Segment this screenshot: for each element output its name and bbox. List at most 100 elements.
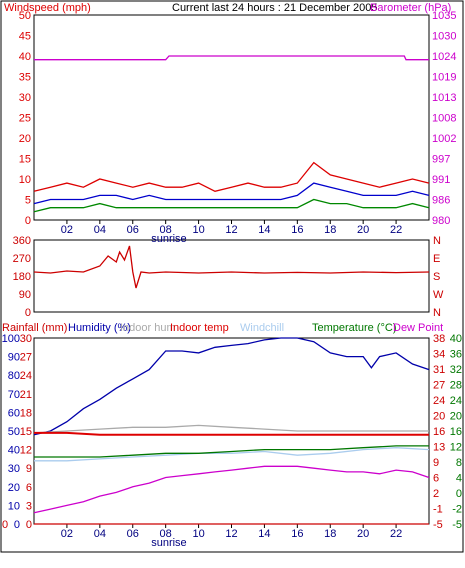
compass-label: S <box>433 271 440 283</box>
temp-left-y-tick-label: 15 <box>20 426 32 438</box>
temp-right1-y-tick-label: 20 <box>433 411 445 423</box>
temp-x-tick-label: 02 <box>61 528 73 540</box>
humidity-y-tick-label: 70 <box>8 389 20 401</box>
series-wind-direction <box>33 245 430 289</box>
humidity-y-tick-label: 0 <box>14 519 20 531</box>
temp-right1-y-tick-label: 24 <box>433 395 445 407</box>
temp-right2-y-tick-label: 0 <box>456 488 462 500</box>
wind-panel <box>33 14 430 221</box>
temp-right2-y-tick-label: -5 <box>452 519 462 531</box>
temp-right2-y-tick-label: 4 <box>456 473 462 485</box>
temp-x-tick-label: 18 <box>324 528 336 540</box>
temp-x-tick-label: 22 <box>390 528 402 540</box>
wind-x-tick-label: 02 <box>61 224 73 236</box>
temp-right2-y-tick-label: 12 <box>450 442 462 454</box>
wind-y-tick-label: 15 <box>19 154 31 166</box>
temp-right1-y-tick-label: 6 <box>433 473 439 485</box>
baro-y-tick-label: 997 <box>432 154 450 166</box>
outer-frame <box>0 0 464 553</box>
temp-right2-y-tick-label: 28 <box>450 380 462 392</box>
wind-x-tick-label: 08 <box>160 224 172 236</box>
temp-right1-y-tick-label: 38 <box>433 333 445 345</box>
wind-y-tick-label: 35 <box>19 72 31 84</box>
temp-right1-y-tick-label: 27 <box>433 380 445 392</box>
dir-y-tick-label: 360 <box>13 235 31 247</box>
baro-y-tick-label: 1030 <box>432 31 456 43</box>
baro-y-tick-label: 1002 <box>432 133 456 145</box>
temp-right1-y-tick-label: 9 <box>433 457 439 469</box>
humidity-y-tick-label: 60 <box>8 407 20 419</box>
temp-sunrise-label: sunrise <box>151 537 186 549</box>
legend-indoor-temp: Indoor temp <box>170 322 229 334</box>
wind-sunrise-label: sunrise <box>151 233 186 245</box>
humidity-y-tick-label: 30 <box>8 463 20 475</box>
temp-x-tick-label: 04 <box>94 528 106 540</box>
temp-right1-y-tick-label: -1 <box>433 504 443 516</box>
temp-left-y-tick-label: 24 <box>20 370 32 382</box>
temp-right1-y-tick-label: 31 <box>433 364 445 376</box>
legend-temperature: Temperature (°C) <box>312 322 396 334</box>
wind-y-tick-label: 5 <box>25 195 31 207</box>
baro-axis-title: Barometer (hPa) <box>370 2 451 14</box>
rain-y-tick-label: 0 <box>2 519 8 531</box>
legend-humidity: Humidity (%) <box>68 322 131 334</box>
wind-x-tick-label: 20 <box>357 224 369 236</box>
humidity-y-tick-label: 80 <box>8 370 20 382</box>
series-dew-point <box>33 465 430 514</box>
wind-x-tick-label: 04 <box>94 224 106 236</box>
series-indoor-hum <box>33 424 429 434</box>
temp-left-y-tick-label: 21 <box>20 389 32 401</box>
legend-dewpoint: Dew Point <box>393 322 443 334</box>
wind-axis-title: Windspeed (mph) <box>4 2 91 14</box>
temp-x-tick-label: 08 <box>160 528 172 540</box>
baro-y-tick-label: 991 <box>432 174 450 186</box>
temp-left-y-tick-label: 18 <box>20 407 32 419</box>
legend-rainfall: Rainfall (mm) <box>2 322 67 334</box>
baro-y-tick-label: 1019 <box>432 72 456 84</box>
temp-right2-y-tick-label: 16 <box>450 426 462 438</box>
compass-label: W <box>433 289 444 301</box>
wind-y-tick-label: 45 <box>19 31 31 43</box>
temp-right2-y-tick-label: 8 <box>456 457 462 469</box>
humidity-y-tick-label: 50 <box>8 426 20 438</box>
wind-x-tick-label: 22 <box>390 224 402 236</box>
humidity-y-tick-label: 20 <box>8 482 20 494</box>
wind-y-tick-label: 40 <box>19 51 31 63</box>
wind-y-tick-label: 25 <box>19 113 31 125</box>
temp-x-tick-label: 12 <box>225 528 237 540</box>
temp-right1-y-tick-label: 34 <box>433 349 445 361</box>
series-barometer-hpa <box>34 55 429 61</box>
humidity-y-tick-label: 100 <box>2 333 20 345</box>
temp-left-y-tick-label: 27 <box>20 352 32 364</box>
temp-x-tick-label: 16 <box>291 528 303 540</box>
humidity-y-tick-label: 10 <box>8 500 20 512</box>
wind-x-tick-label: 10 <box>192 224 204 236</box>
wind-x-tick-label: 14 <box>258 224 270 236</box>
temp-x-tick-label: 14 <box>258 528 270 540</box>
temp-right1-y-tick-label: 13 <box>433 442 445 454</box>
series-windchill <box>34 447 430 462</box>
compass-label: N <box>433 307 441 319</box>
wind-x-tick-label: 06 <box>127 224 139 236</box>
compass-label: E <box>433 253 440 265</box>
temp-right2-y-tick-label: 32 <box>450 364 462 376</box>
legend-windchill: Windchill <box>240 322 284 334</box>
temp-right1-y-tick-label: 16 <box>433 426 445 438</box>
baro-y-tick-label: 986 <box>432 195 450 207</box>
wind-x-tick-label: 18 <box>324 224 336 236</box>
direction-panel <box>33 239 430 313</box>
temp-x-tick-label: 06 <box>127 528 139 540</box>
baro-y-tick-label: 1008 <box>432 113 456 125</box>
temp-x-tick-label: 20 <box>357 528 369 540</box>
dir-y-tick-label: 0 <box>25 307 31 319</box>
legend-indoor-hum: Indoor hum <box>120 322 176 334</box>
wind-y-tick-label: 0 <box>25 215 31 227</box>
dir-y-tick-label: 270 <box>13 253 31 265</box>
temp-left-y-tick-label: 0 <box>26 519 32 531</box>
temp-left-y-tick-label: 12 <box>20 445 32 457</box>
temp-right1-y-tick-label: 2 <box>433 488 439 500</box>
baro-y-tick-label: 1035 <box>432 10 456 22</box>
baro-y-tick-label: 1024 <box>432 51 456 63</box>
series-wind-lull <box>33 198 430 213</box>
